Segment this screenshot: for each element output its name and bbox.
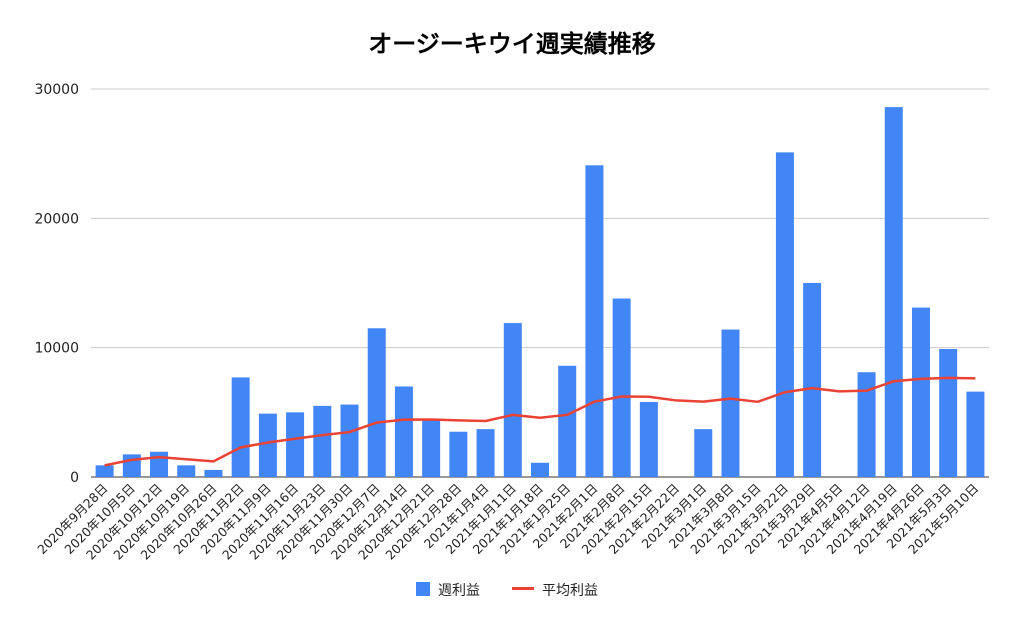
bar <box>884 107 903 478</box>
y-tick-label: 20000 <box>34 211 79 227</box>
bar <box>911 307 930 477</box>
bar <box>476 429 495 477</box>
bar <box>95 465 114 477</box>
bar <box>558 365 577 477</box>
bar <box>531 462 549 477</box>
y-tick-label: 30000 <box>34 82 79 98</box>
y-tick-label: 0 <box>70 470 79 486</box>
legend: 週利益 平均利益 <box>416 582 598 599</box>
bar <box>394 386 413 477</box>
legend-label-weekly-profit: 週利益 <box>438 583 480 599</box>
bar <box>150 451 169 477</box>
bar <box>966 391 985 477</box>
bar <box>340 404 359 477</box>
bar <box>313 405 332 477</box>
bar <box>258 413 277 477</box>
bar <box>721 329 740 477</box>
bar <box>177 465 196 477</box>
bar <box>775 152 794 477</box>
bar <box>122 454 141 477</box>
bar <box>694 429 713 477</box>
bar <box>204 469 223 477</box>
bar <box>585 165 604 477</box>
bar <box>857 372 876 477</box>
average-line <box>104 376 976 467</box>
chart-title: オージーキウイ週実績推移 <box>368 30 656 58</box>
bar <box>286 412 305 477</box>
y-tick-label: 10000 <box>34 341 79 357</box>
bar <box>639 401 658 477</box>
bar <box>449 431 468 477</box>
bar <box>367 328 386 477</box>
legend-swatch-weekly-profit <box>416 582 430 596</box>
bar <box>939 348 958 477</box>
legend-label-average-profit: 平均利益 <box>542 583 598 599</box>
bar <box>231 377 250 477</box>
bar <box>503 323 522 477</box>
bar <box>803 283 822 477</box>
bar <box>422 418 441 477</box>
bar <box>612 298 631 477</box>
legend-swatch-average-profit <box>512 587 534 590</box>
